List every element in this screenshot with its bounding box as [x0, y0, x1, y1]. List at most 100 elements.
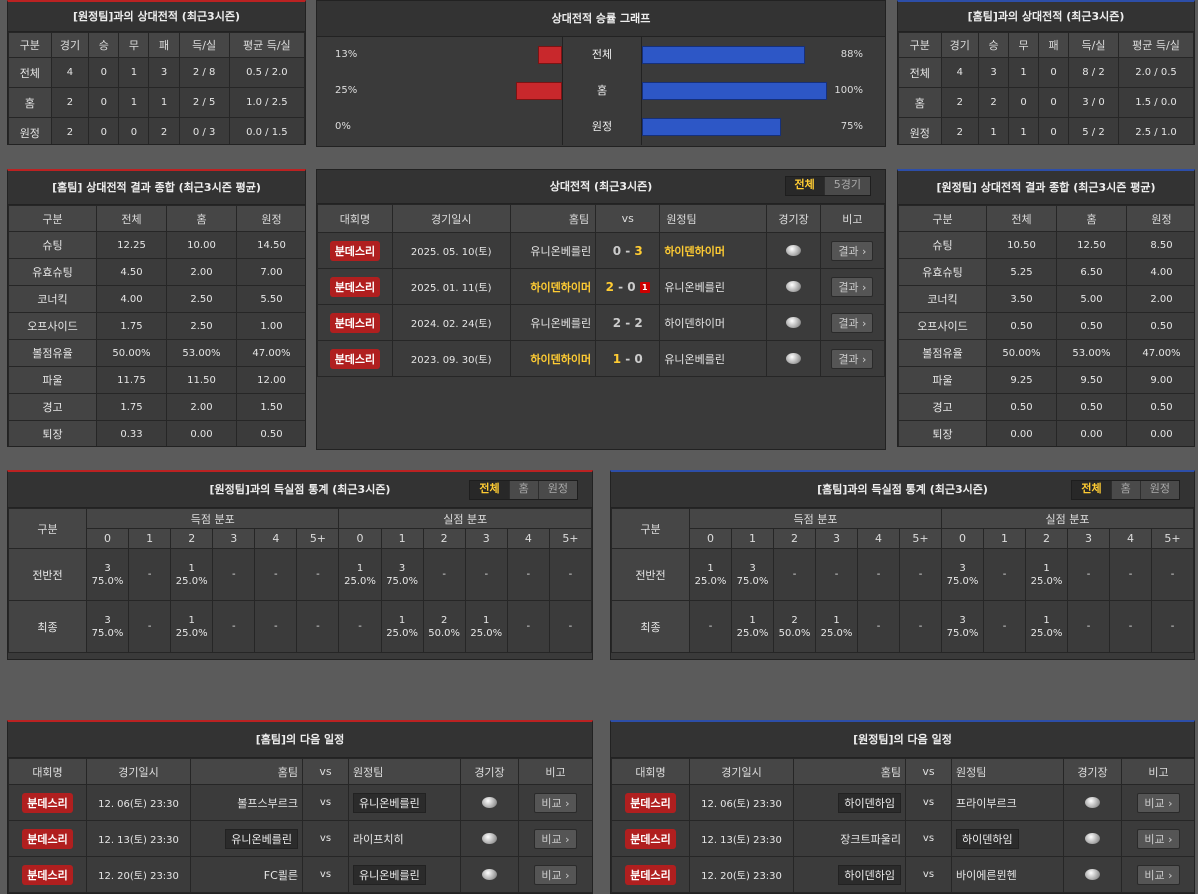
cell-count: - [834, 569, 839, 580]
table-row: 볼점유율 50.00% 53.00% 47.00% [8, 339, 305, 367]
stadium-icon[interactable] [482, 832, 497, 844]
compare-button[interactable]: 비교 › [1137, 864, 1180, 885]
column-header-date: 경기일시 [689, 758, 794, 785]
stadium-icon[interactable] [1085, 868, 1100, 880]
stadium-icon[interactable] [482, 868, 497, 880]
distribution-cell: - [548, 600, 592, 653]
compare-button[interactable]: 비교 › [534, 828, 577, 849]
stadium-icon[interactable] [786, 280, 802, 292]
tab-all[interactable]: 전체 [785, 177, 825, 195]
table-row: 원정 2 0 0 2 0 / 3 0.0 / 1.5 [8, 117, 305, 144]
next-away-panel: [원정팀]의 다음 일정 대회명 경기일시 홈팀 vs 원정팀 경기장 비고 분데스리 12. … [610, 720, 1195, 894]
table-cell: 0.50 [1056, 393, 1127, 421]
competition-badge[interactable]: 분데스리 [329, 276, 381, 297]
match-row: 분데스리 2023. 09. 30(토) 하이덴하이머 1 - 0 유니온베를린 결과 › [317, 340, 885, 377]
tab-away[interactable]: 원정 [538, 481, 577, 499]
home-team: 유니온베를린 [225, 828, 298, 849]
row-label: 최종 [611, 600, 690, 653]
match-date: 12. 20(토) 23:30 [86, 856, 191, 893]
goal-count-header: 0 [338, 528, 382, 549]
table-cell: 오프사이드 [898, 312, 987, 340]
winrate-graph-panel: 상대전적 승률 그래프 13% 전체 88% 25% 홈 100% 0% 원정 75% [316, 0, 886, 147]
panel-title: [원정팀]과의 득실점 통계 (최근3시즌) [209, 483, 391, 496]
tab-all[interactable]: 전체 [1072, 481, 1112, 499]
column-header: 경기 [50, 32, 90, 58]
competition-badge[interactable]: 분데스리 [329, 348, 381, 369]
competition-badge[interactable]: 분데스리 [22, 828, 73, 849]
table-cell: 4.50 [96, 258, 167, 286]
table-cell: 코너킥 [8, 285, 97, 313]
distribution-cell: - [128, 548, 172, 601]
tab-away[interactable]: 원정 [1140, 481, 1179, 499]
column-header-home: 홈팀 [190, 758, 303, 785]
goal-count-header: 0 [941, 528, 984, 549]
stadium-icon[interactable] [1085, 796, 1100, 808]
goal-count-header: 4 [506, 528, 550, 549]
table-cell: 50.00% [986, 339, 1057, 367]
cell-percent: 75.0% [946, 627, 979, 639]
tab-all[interactable]: 전체 [470, 481, 510, 499]
table-cell: 0.00 [1056, 420, 1127, 446]
panel-title: [홈팀]의 다음 일정 [8, 722, 592, 758]
stadium-icon[interactable] [786, 244, 802, 256]
distribution-cell: - [296, 600, 340, 653]
cell-percent: 25.0% [694, 575, 727, 587]
result-button[interactable]: 결과 › [831, 348, 874, 369]
column-header: 홈 [166, 205, 237, 232]
cell-count: - [274, 569, 278, 580]
tab-home[interactable]: 홈 [1111, 481, 1141, 499]
compare-button[interactable]: 비교 › [534, 792, 577, 813]
table-cell: 2.00 [166, 258, 237, 286]
distribution-cell: 1 25.0% [380, 600, 424, 653]
distribution-cell: - [899, 600, 942, 653]
distribution-cell: - [1151, 600, 1194, 653]
result-button[interactable]: 결과 › [831, 240, 874, 261]
goal-count-header: 1 [983, 528, 1026, 549]
competition-badge[interactable]: 분데스리 [22, 864, 73, 885]
right-bar [642, 118, 781, 136]
table-cell: 53.00% [1056, 339, 1127, 367]
table-cell: 3 / 0 [1068, 87, 1119, 118]
column-header: 구분 [8, 32, 52, 58]
graph-row: 0% 원정 75% [317, 109, 885, 145]
table-cell: 5.25 [986, 258, 1057, 286]
away-team: 라이프치히 [353, 832, 404, 846]
home-score: 0 [612, 243, 622, 258]
compare-button[interactable]: 비교 › [1137, 792, 1180, 813]
column-header-vs: vs [595, 204, 661, 233]
competition-badge[interactable]: 분데스리 [625, 828, 676, 849]
stadium-icon[interactable] [1085, 832, 1100, 844]
tab-5-games[interactable]: 5경기 [824, 177, 870, 195]
column-header-home: 홈팀 [793, 758, 906, 785]
goal-count-header: 3 [1067, 528, 1110, 549]
row-label: 전반전 [611, 548, 690, 601]
stadium-icon[interactable] [482, 796, 497, 808]
competition-badge[interactable]: 분데스리 [625, 792, 676, 813]
competition-badge[interactable]: 분데스리 [625, 864, 676, 885]
goal-count-header: 3 [464, 528, 508, 549]
compare-button[interactable]: 비교 › [534, 864, 577, 885]
table-cell: 1 [1008, 117, 1039, 144]
schedule-row: 분데스리 12. 20(토) 23:30 FC쾰른 vs 유니온베를린 비교 › [8, 856, 592, 893]
table-cell: 3.50 [986, 285, 1057, 313]
distribution-cell: 3 75.0% [85, 548, 130, 601]
stadium-icon[interactable] [786, 352, 802, 364]
cell-count: - [1170, 569, 1175, 580]
cell-count: 1 [356, 562, 364, 574]
table-cell: 1 [1008, 57, 1039, 88]
stadium-icon[interactable] [786, 316, 802, 328]
header-row: 대회명 경기일시 홈팀 vs 원정팀 경기장 비고 [317, 204, 885, 233]
competition-badge[interactable]: 분데스리 [22, 792, 73, 813]
cell-count: 3 [959, 562, 966, 574]
column-header: 평균 득/실 [228, 32, 305, 58]
home-team: 하이덴하임 [838, 792, 901, 813]
compare-button[interactable]: 비교 › [1137, 828, 1180, 849]
table-cell: 5 / 2 [1068, 117, 1119, 144]
table-cell: 4 [940, 57, 979, 88]
tab-home[interactable]: 홈 [509, 481, 539, 499]
result-button[interactable]: 결과 › [831, 312, 874, 333]
competition-badge[interactable]: 분데스리 [329, 312, 381, 333]
panel-title: 상대전적 (최근3시즌) [549, 180, 653, 193]
competition-badge[interactable]: 분데스리 [329, 240, 381, 261]
result-button[interactable]: 결과 › [831, 276, 874, 297]
